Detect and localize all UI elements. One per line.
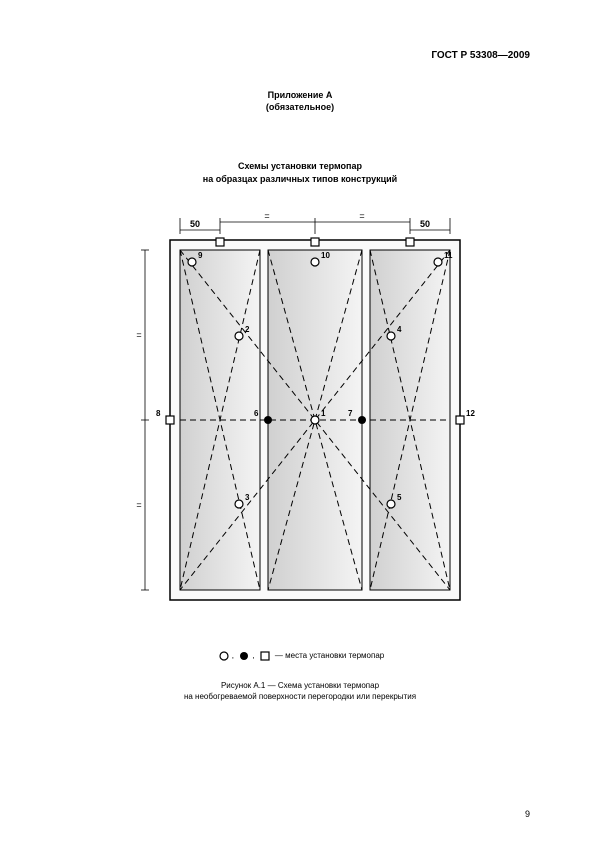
legend-square-icon xyxy=(259,650,271,662)
svg-text:8: 8 xyxy=(156,409,161,418)
section-title-line2: на образцах различных типов конструкций xyxy=(0,173,600,186)
figure-caption: Рисунок А.1 — Схема установки термопар н… xyxy=(0,680,600,702)
appendix-label: Приложение А xyxy=(0,90,600,102)
legend: , , — места установки термопар xyxy=(0,650,600,662)
svg-text:12: 12 xyxy=(466,409,475,418)
legend-filled-circle-icon xyxy=(238,650,250,662)
caption-line1: Рисунок А.1 — Схема установки термопар xyxy=(0,680,600,691)
svg-text:1: 1 xyxy=(321,409,326,418)
doc-code: ГОСТ Р 53308—2009 xyxy=(431,50,530,61)
svg-text:50: 50 xyxy=(190,219,200,229)
svg-text:50: 50 xyxy=(420,219,430,229)
svg-text:3: 3 xyxy=(245,493,250,502)
svg-text:=: = xyxy=(136,500,141,510)
thermocouple-diagram: 50 50 = = = = 9 10 11 2 4 1 3 5 6 7 8 12 xyxy=(100,200,500,640)
section-title-line1: Схемы установки термопар xyxy=(0,160,600,173)
svg-text:=: = xyxy=(359,211,364,221)
svg-text:2: 2 xyxy=(245,325,250,334)
svg-text:7: 7 xyxy=(348,409,353,418)
svg-text:=: = xyxy=(264,211,269,221)
caption-line2: на необогреваемой поверхности перегородк… xyxy=(0,691,600,702)
legend-open-circle-icon xyxy=(218,650,230,662)
svg-text:9: 9 xyxy=(198,251,203,260)
svg-text:6: 6 xyxy=(254,409,259,418)
svg-text:10: 10 xyxy=(321,251,330,260)
legend-text: — места установки термопар xyxy=(275,651,384,660)
svg-text:4: 4 xyxy=(397,325,402,334)
appendix-sub: (обязательное) xyxy=(0,102,600,114)
appendix-block: Приложение А (обязательное) xyxy=(0,90,600,113)
svg-text:11: 11 xyxy=(444,251,453,260)
page-number: 9 xyxy=(525,809,530,819)
svg-text:5: 5 xyxy=(397,493,402,502)
svg-text:=: = xyxy=(136,330,141,340)
section-title: Схемы установки термопар на образцах раз… xyxy=(0,160,600,185)
